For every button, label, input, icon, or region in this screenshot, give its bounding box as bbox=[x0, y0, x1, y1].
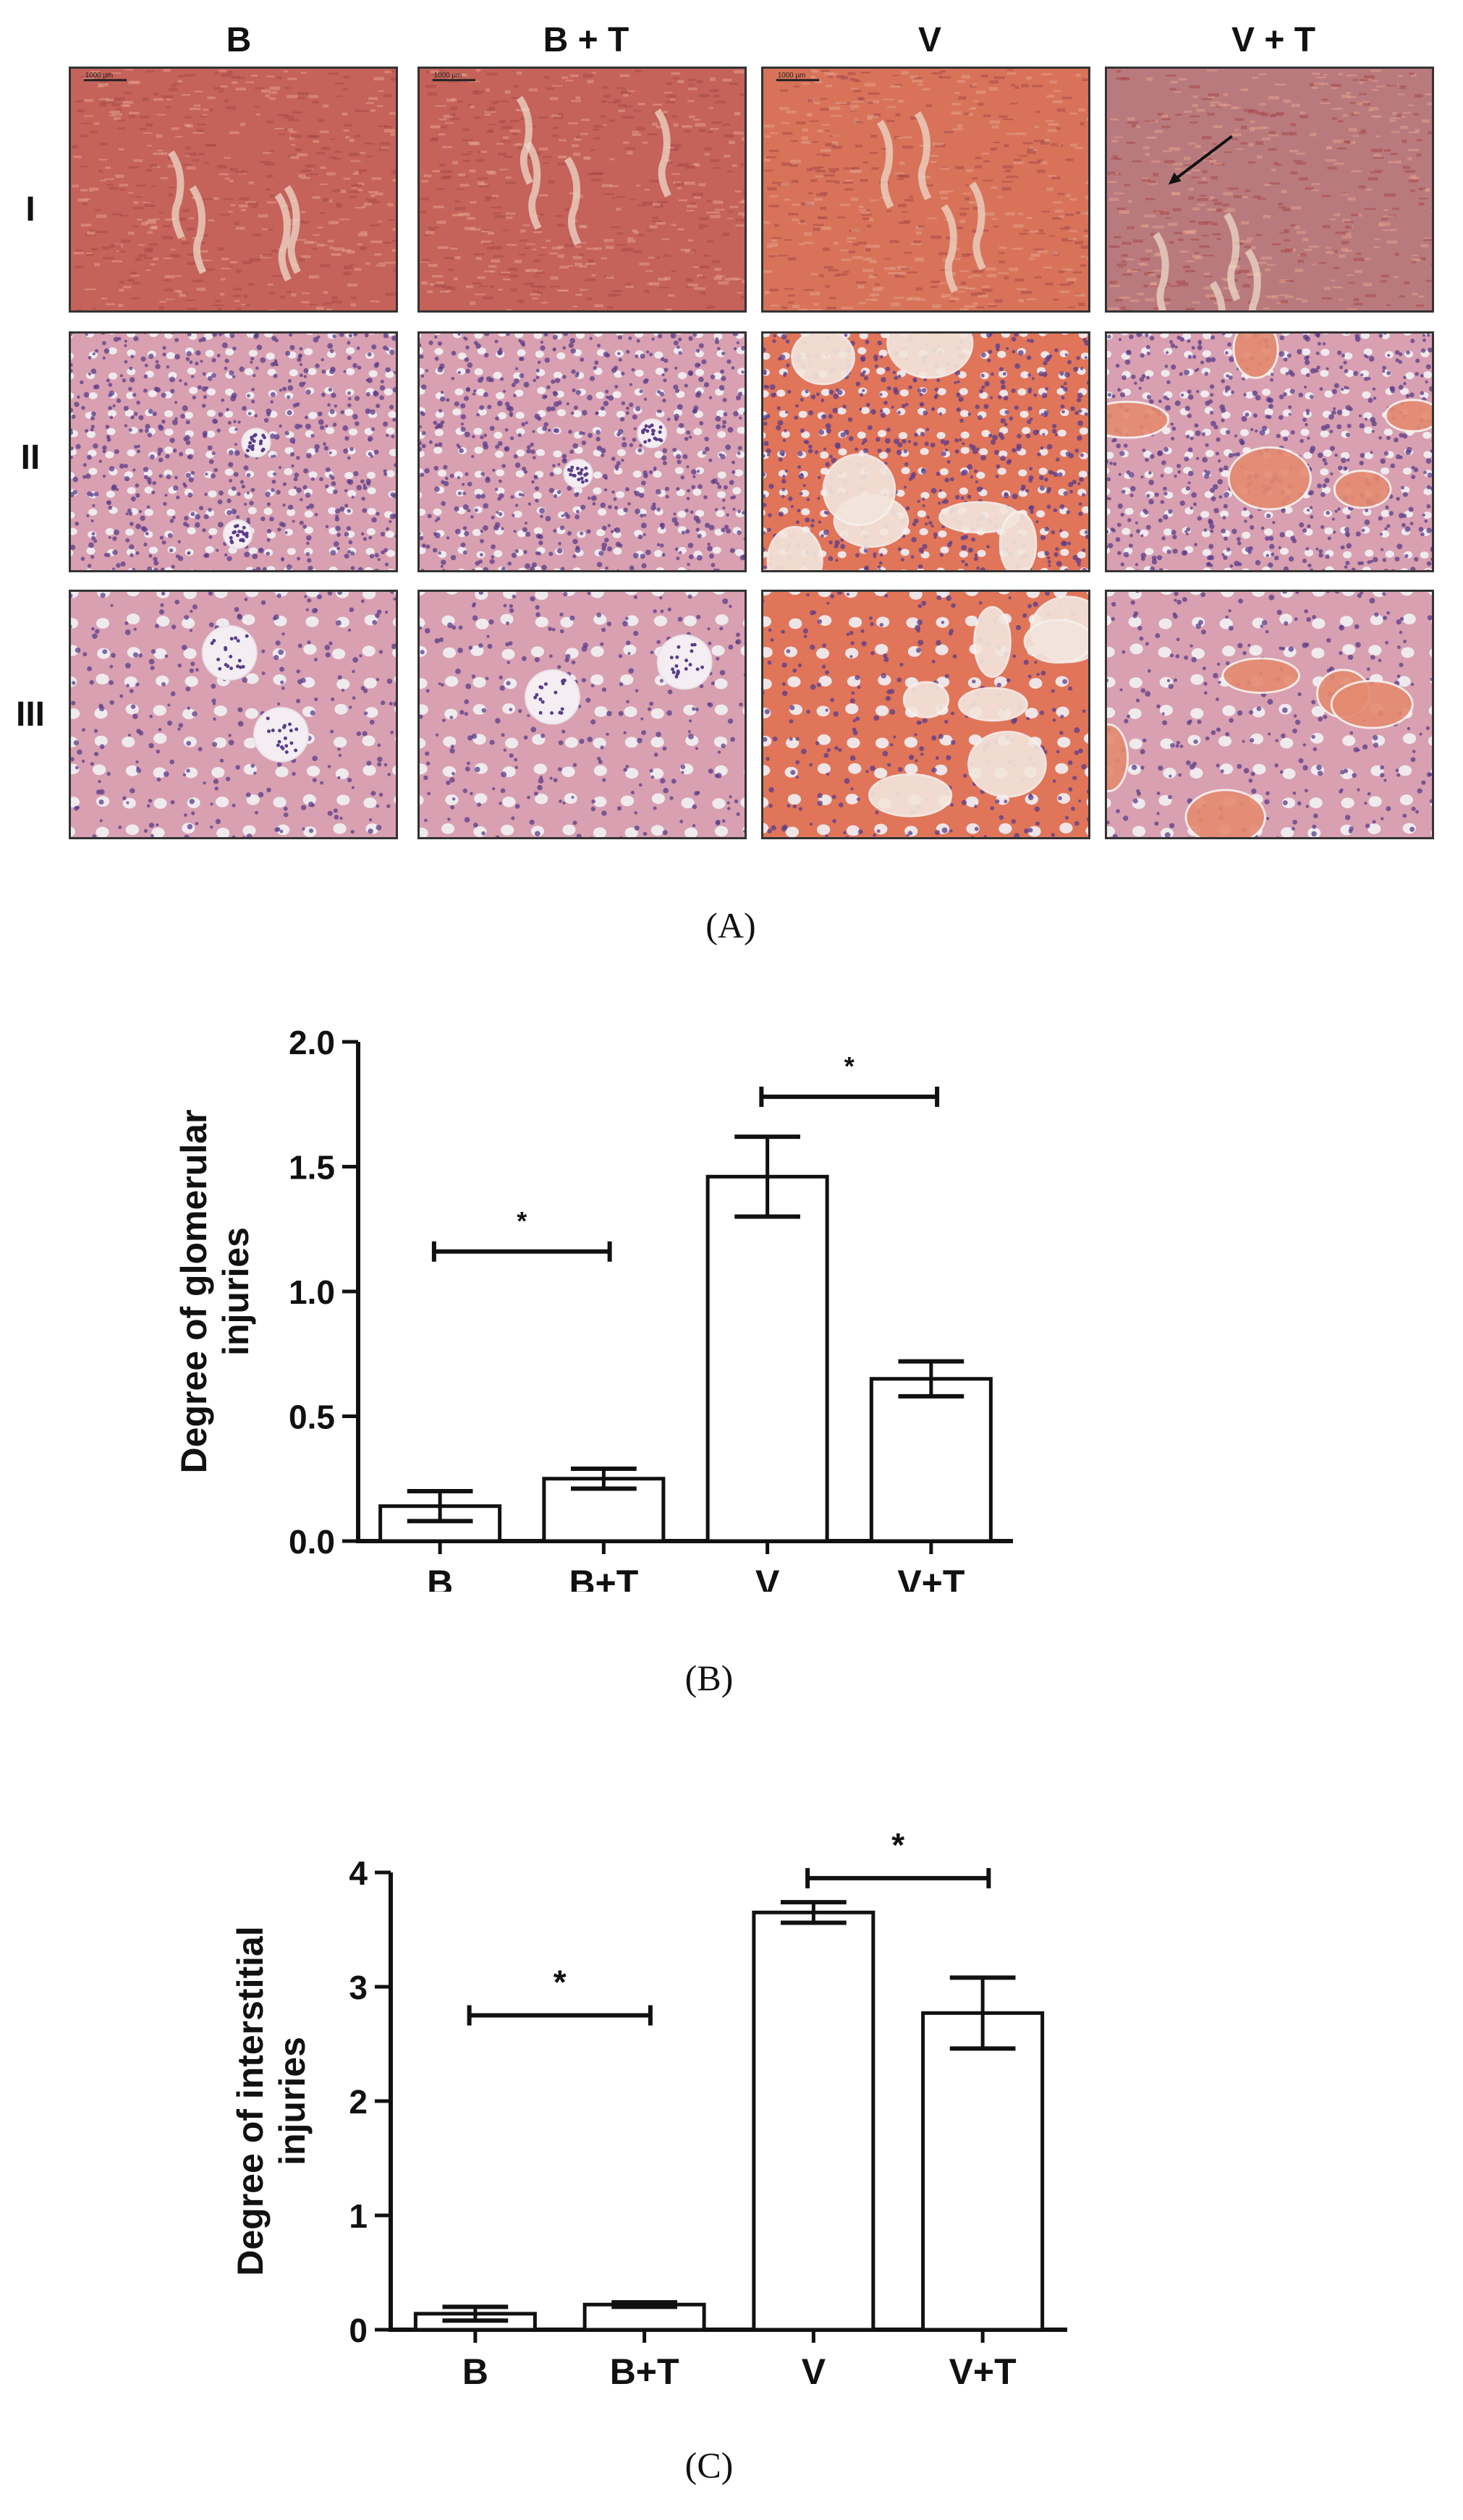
significance-bracket bbox=[759, 1086, 940, 1107]
row-label-iii: III bbox=[15, 695, 45, 734]
micrograph-image: 1000 µm bbox=[420, 69, 745, 310]
svg-text:1000 µm: 1000 µm bbox=[85, 72, 114, 80]
x-tick-label: B bbox=[462, 2351, 488, 2392]
error-bar bbox=[781, 1900, 847, 1925]
y-axis-label: injuries bbox=[216, 1227, 256, 1356]
micrograph-image bbox=[763, 334, 1088, 570]
y-tick-label: 1.5 bbox=[289, 1149, 335, 1187]
micrograph-row3-col3 bbox=[761, 590, 1090, 839]
y-tick-label: 4 bbox=[349, 1854, 368, 1892]
micrograph-row1-col4 bbox=[1105, 67, 1434, 313]
x-tick-label: B+T bbox=[569, 1563, 638, 1592]
y-tick-label: 0 bbox=[349, 2312, 368, 2349]
significance-bracket bbox=[467, 2005, 653, 2026]
interstitial-injury-plot: 0 1 2 3 4 Degree of interstitial injuries B B+T V… bbox=[230, 1826, 1067, 2392]
significance-star: * bbox=[554, 1964, 567, 2001]
bar-v bbox=[705, 1174, 829, 1543]
bar-v-plus-t bbox=[921, 2011, 1045, 2332]
error-bar bbox=[571, 1466, 637, 1491]
panel-c-caption: (C) bbox=[684, 2445, 734, 2485]
y-tick-label: 2.0 bbox=[289, 1024, 335, 1061]
micrograph-row1-col3: 1000 µm bbox=[761, 67, 1090, 313]
bar-v bbox=[752, 1910, 875, 2332]
y-axis-label: injuries bbox=[272, 2037, 313, 2165]
error-bar bbox=[949, 1975, 1016, 2051]
micrograph-row1-col1: 1000 µm bbox=[69, 67, 398, 313]
row-label-i: I bbox=[25, 190, 35, 229]
panel-b-caption: (B) bbox=[684, 1658, 734, 1698]
error-bar bbox=[734, 1134, 800, 1219]
significance-star: * bbox=[891, 1826, 904, 1864]
micrograph-image bbox=[420, 592, 745, 837]
x-tick-label: V+T bbox=[949, 2351, 1017, 2392]
micrograph-row3-col2 bbox=[417, 590, 747, 839]
micrograph-row2-col2 bbox=[417, 331, 747, 572]
micrograph-image bbox=[71, 592, 396, 837]
y-tick-label: 1 bbox=[349, 2197, 368, 2235]
glomerular-injury-plot: 0.0 0.5 1.0 1.5 2.0 Degree of glomerular injur… bbox=[174, 1024, 1013, 1592]
micrograph-row3-col1 bbox=[69, 590, 398, 839]
glomerular-injury-chart: 0.0 0.5 1.0 1.5 2.0 Degree of glomerular injur… bbox=[0, 998, 1463, 1592]
row-label-ii: II bbox=[20, 438, 41, 477]
y-tick-label: 3 bbox=[349, 1969, 368, 2006]
error-bar bbox=[898, 1359, 964, 1399]
micrograph-row2-col4 bbox=[1105, 331, 1434, 572]
micrograph-row1-col2: 1000 µm bbox=[417, 67, 747, 313]
micrograph-image bbox=[1107, 334, 1432, 570]
x-tick-label: V bbox=[755, 1563, 780, 1592]
column-label-b: B bbox=[226, 21, 252, 59]
panel-a-caption: (A) bbox=[705, 905, 756, 946]
y-tick-label: 0.0 bbox=[289, 1523, 335, 1561]
micrograph-image bbox=[420, 334, 745, 570]
y-axis-label: Degree of glomerular bbox=[174, 1110, 214, 1474]
micrograph-row3-col4 bbox=[1105, 590, 1434, 839]
svg-text:1000 µm: 1000 µm bbox=[434, 72, 462, 80]
x-tick-label: V bbox=[802, 2351, 826, 2392]
x-tick-label: V+T bbox=[897, 1563, 964, 1592]
micrograph-image: 1000 µm bbox=[763, 69, 1088, 310]
significance-star: * bbox=[517, 1206, 527, 1236]
y-tick-label: 1.0 bbox=[289, 1273, 335, 1311]
error-bar bbox=[611, 2300, 677, 2309]
micrograph-row2-col1 bbox=[69, 331, 398, 572]
y-tick-label: 0.5 bbox=[289, 1399, 335, 1436]
significance-star: * bbox=[844, 1051, 855, 1081]
significance-bracket bbox=[805, 1867, 991, 1888]
interstitial-injury-chart: 0 1 2 3 4 Degree of interstitial injuries B B+T V… bbox=[0, 1809, 1463, 2402]
bar-v-plus-t bbox=[869, 1377, 993, 1543]
error-bar bbox=[407, 1489, 473, 1524]
error-bar bbox=[442, 2304, 509, 2323]
micrograph-image bbox=[763, 592, 1088, 837]
significance-bracket bbox=[431, 1241, 612, 1262]
column-label-v: V bbox=[917, 21, 941, 59]
micrograph-row2-col3 bbox=[761, 331, 1090, 572]
x-tick-label: B+T bbox=[610, 2351, 679, 2392]
y-tick-label: 2 bbox=[349, 2083, 368, 2121]
micrograph-image bbox=[1107, 592, 1432, 837]
column-label-b-t: B + T bbox=[543, 21, 629, 59]
micrograph-image bbox=[71, 334, 396, 570]
micrograph-image bbox=[1107, 69, 1432, 310]
column-label-v-t: V + T bbox=[1231, 21, 1316, 59]
micrograph-image: 1000 µm bbox=[71, 69, 396, 310]
svg-text:1000 µm: 1000 µm bbox=[778, 72, 806, 80]
y-axis-label: Degree of interstitial bbox=[230, 1926, 271, 2275]
x-tick-label: B bbox=[427, 1563, 453, 1592]
